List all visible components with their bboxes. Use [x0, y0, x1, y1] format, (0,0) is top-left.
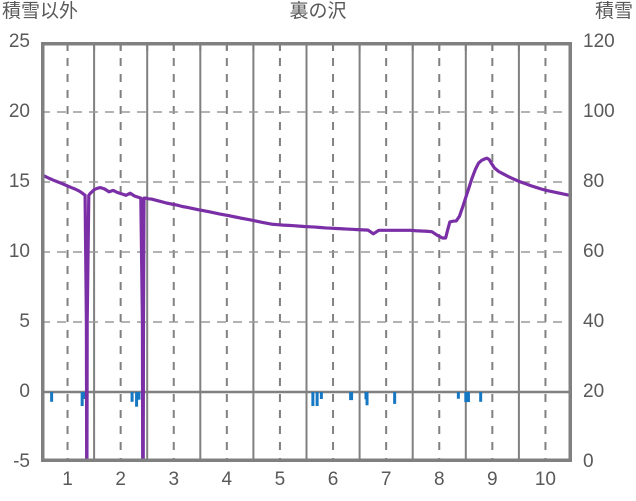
bar — [464, 392, 468, 403]
chart-title: 裏の沢 — [289, 1, 347, 22]
line-series — [41, 156, 572, 462]
left-tick-5: 5 — [19, 311, 30, 332]
x-tick-10: 10 — [534, 469, 557, 490]
bar — [137, 392, 141, 400]
bar — [80, 392, 84, 406]
plot-area — [41, 42, 572, 462]
bar — [479, 392, 483, 402]
left-tick--5: -5 — [13, 451, 30, 472]
left-axis-ticks: 25 20 15 10 5 0 -5 — [0, 0, 36, 501]
bar — [365, 392, 369, 406]
right-tick-40: 40 — [583, 311, 605, 332]
x-tick-2: 2 — [115, 469, 126, 490]
right-tick-100: 100 — [583, 101, 615, 122]
bar — [319, 392, 323, 399]
right-tick-20: 20 — [583, 381, 605, 402]
right-tick-60: 60 — [583, 241, 605, 262]
bar — [50, 392, 54, 402]
right-tick-120: 120 — [583, 31, 615, 52]
x-tick-3: 3 — [168, 469, 180, 490]
bar — [315, 392, 319, 406]
x-tick-7: 7 — [380, 469, 392, 490]
right-axis-title: 積雪 — [594, 1, 633, 22]
x-tick-5: 5 — [274, 469, 286, 490]
right-axis-ticks: 120 100 80 60 40 20 0 — [578, 0, 636, 501]
bar — [393, 392, 397, 404]
left-tick-0: 0 — [19, 381, 30, 402]
left-tick-15: 15 — [8, 171, 30, 192]
left-tick-10: 10 — [8, 241, 30, 262]
bar — [130, 392, 134, 402]
right-tick-0: 0 — [583, 451, 594, 472]
x-tick-1: 1 — [62, 469, 73, 490]
x-tick-6: 6 — [327, 469, 339, 490]
x-tick-4: 4 — [221, 469, 233, 490]
right-tick-80: 80 — [583, 171, 605, 192]
bar — [83, 392, 87, 399]
left-tick-20: 20 — [8, 101, 30, 122]
bar-series — [50, 392, 483, 407]
left-tick-25: 25 — [8, 31, 30, 52]
plot-frame — [41, 42, 572, 462]
gridlines — [41, 42, 572, 462]
bar — [135, 392, 139, 407]
bar — [466, 392, 470, 403]
x-tick-8: 8 — [433, 469, 445, 490]
bar — [311, 392, 315, 406]
left-axis-title: 積雪以外 — [2, 1, 79, 22]
chart-svg — [41, 42, 572, 462]
bar — [349, 392, 354, 401]
bar — [456, 392, 460, 399]
x-tick-9: 9 — [487, 469, 498, 490]
